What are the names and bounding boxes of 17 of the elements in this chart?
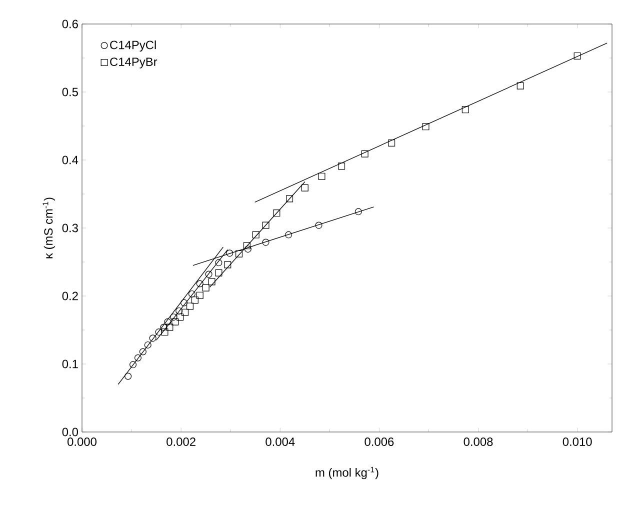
y-tick-label: 0.0 xyxy=(62,428,78,436)
y-tick-label: 0.5 xyxy=(62,88,78,96)
y-axis-title: κ (mS cm$^{-1}$) xyxy=(42,198,56,258)
legend-label: C14PyCl xyxy=(110,40,156,52)
x-tick-label: 0.010 xyxy=(562,438,592,446)
y-tick-label: 0.2 xyxy=(62,292,78,300)
x-tick-label: 0.008 xyxy=(464,438,493,446)
x-axis-title: m (mol kg$^{-1}$) xyxy=(316,466,378,480)
legend-label: C14PyBr xyxy=(110,58,158,68)
y-tick-label: 0.3 xyxy=(62,224,78,232)
x-tick-label: 0.002 xyxy=(166,438,196,446)
y-tick-label: 0.1 xyxy=(62,360,78,368)
x-tick-label: 0.006 xyxy=(364,438,394,446)
y-tick-label: 0.4 xyxy=(62,156,78,164)
x-tick-label: 0.000 xyxy=(68,438,96,446)
x-tick-label: 0.004 xyxy=(266,438,295,446)
y-tick-label: 0.6 xyxy=(62,20,78,28)
